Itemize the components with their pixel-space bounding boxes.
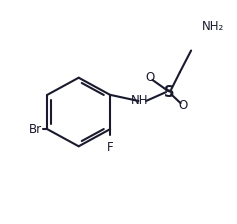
Text: NH: NH (131, 95, 148, 108)
Text: F: F (107, 141, 114, 154)
Text: S: S (164, 85, 174, 100)
Text: Br: Br (29, 123, 42, 136)
Text: O: O (178, 99, 187, 112)
Text: O: O (146, 71, 155, 84)
Text: NH₂: NH₂ (202, 20, 224, 33)
